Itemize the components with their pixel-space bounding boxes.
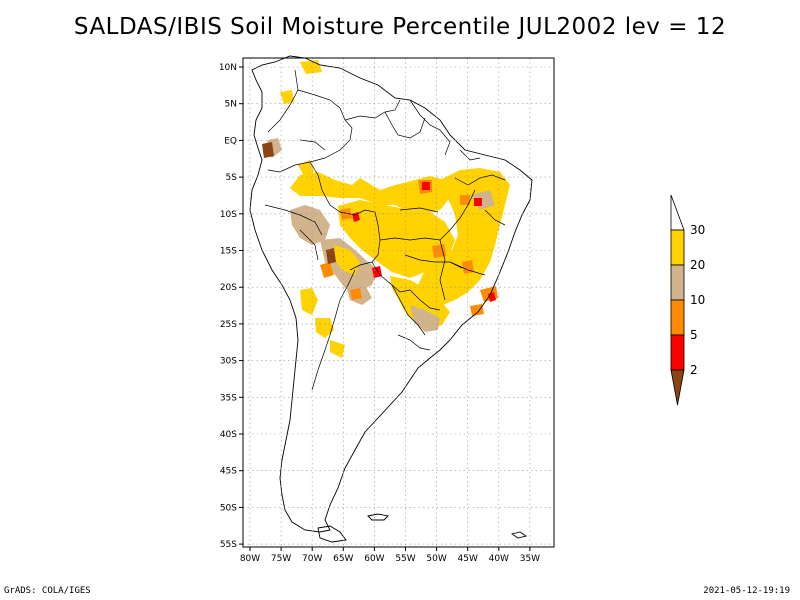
lon-tick-label: 35W <box>520 554 540 564</box>
legend-label: 30 <box>690 223 705 237</box>
percentile-shading <box>262 60 510 358</box>
gridlines <box>243 58 554 547</box>
lon-tick-label: 40W <box>489 554 509 564</box>
legend-label: 2 <box>690 363 698 377</box>
lat-tick-label: 25S <box>220 320 237 330</box>
legend-top-arrow <box>670 194 685 231</box>
lat-tick-label: 40S <box>220 430 237 440</box>
legend-swatch <box>670 229 685 266</box>
lat-tick-label: 35S <box>220 393 237 403</box>
lat-tick-label: EQ <box>224 136 237 146</box>
legend-label: 5 <box>690 328 698 342</box>
lat-tick-label: 5S <box>226 173 238 183</box>
lon-tick-label: 60W <box>364 554 384 564</box>
lat-tick-label: 15S <box>220 247 237 257</box>
lon-tick-label: 75W <box>271 554 291 564</box>
legend-label: 20 <box>690 258 705 272</box>
lat-tick-label: 20S <box>220 283 237 293</box>
lon-tick-label: 55W <box>395 554 415 564</box>
lat-tick-label: 45S <box>220 467 237 477</box>
lon-tick-label: 65W <box>333 554 353 564</box>
legend-bottom-arrow <box>670 369 685 406</box>
legend-swatch <box>670 299 685 336</box>
lat-tick-label: 55S <box>220 540 237 550</box>
legend-swatch <box>670 264 685 301</box>
lon-tick-label: 45W <box>458 554 478 564</box>
lat-tick-label: 50S <box>220 503 237 513</box>
coastline <box>249 55 533 543</box>
legend-colorbar: 30 20 10 5 2 <box>670 194 705 406</box>
lat-tick-label: 10S <box>220 210 237 220</box>
lon-tick-label: 70W <box>302 554 322 564</box>
lat-tick-label: 30S <box>220 357 237 367</box>
lat-tick-label: 10N <box>219 63 237 73</box>
map-frame <box>242 57 555 548</box>
map-title: SALDAS/IBIS Soil Moisture Percentile JUL… <box>73 14 727 40</box>
longitude-labels: 80W 75W 70W 65W 60W 55W 50W 45W 40W 35W <box>240 547 540 564</box>
lat-tick-label: 5N <box>225 100 237 110</box>
footer-timestamp: 2021-05-12-19:19 <box>703 586 790 596</box>
legend-label: 10 <box>690 293 705 307</box>
latitude-labels: 10N 5N EQ 5S 10S 15S 20S 25S 30S 35S 40S 45S 50S 55S <box>219 63 243 550</box>
lon-tick-label: 50W <box>426 554 446 564</box>
legend-swatch <box>670 334 685 371</box>
lon-tick-label: 80W <box>240 554 260 564</box>
footer-credit: GrADS: COLA/IGES <box>4 586 91 596</box>
country-borders <box>264 69 506 391</box>
